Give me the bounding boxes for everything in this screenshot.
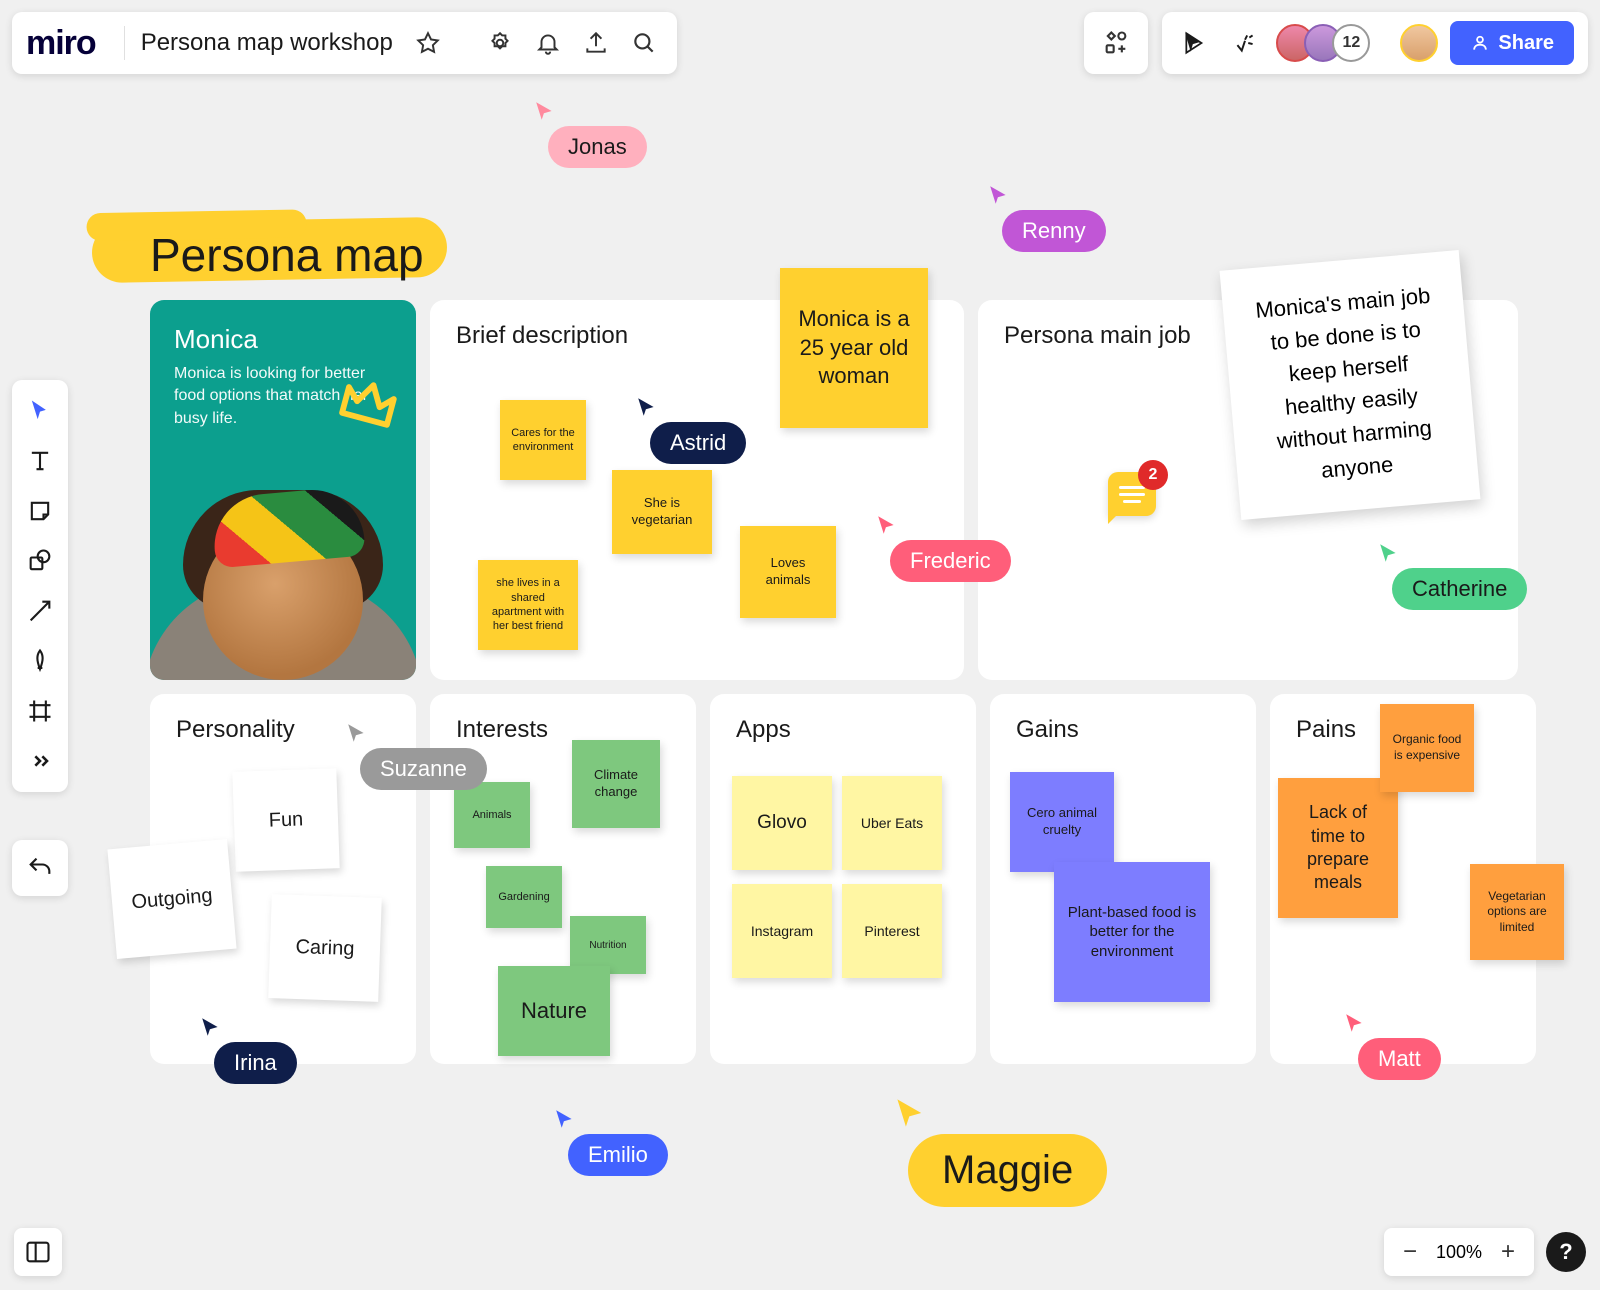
logo[interactable]: miro	[26, 24, 114, 63]
zoom-controls: − 100% +	[1384, 1228, 1534, 1276]
sticky-fun[interactable]: Fun	[232, 768, 339, 872]
sticky-int-climate[interactable]: Climate change	[572, 740, 660, 828]
more-tool[interactable]	[19, 740, 61, 782]
sticky-outgoing[interactable]: Outgoing	[107, 839, 236, 959]
apps-button[interactable]	[1084, 12, 1148, 74]
panel-toggle-button[interactable]	[14, 1228, 62, 1276]
board-heading: Persona map	[150, 228, 424, 282]
sticky-app-ig[interactable]: Instagram	[732, 884, 832, 978]
sticky-app-uber[interactable]: Uber Eats	[842, 776, 942, 870]
bell-icon[interactable]	[529, 24, 567, 62]
arrow-tool[interactable]	[19, 590, 61, 632]
sticky-animals[interactable]: Loves animals	[740, 526, 836, 618]
canvas[interactable]: Persona map Monica Monica is looking for…	[0, 0, 1600, 1290]
card-title: Gains	[990, 694, 1256, 754]
card-title: Apps	[710, 694, 976, 754]
sticky-caring[interactable]: Caring	[268, 894, 382, 1002]
cursor-renny: Renny	[988, 184, 1106, 252]
pen-tool[interactable]	[19, 640, 61, 682]
sticky-tool[interactable]	[19, 490, 61, 532]
avatar-self[interactable]	[1400, 24, 1438, 62]
header-left: miro Persona map workshop	[12, 12, 677, 74]
board-title[interactable]: Persona map workshop	[135, 29, 399, 57]
collab-block: 12 Share	[1162, 12, 1588, 74]
card-title: Personality	[150, 694, 416, 754]
sticky-app-glovo[interactable]: Glovo	[732, 776, 832, 870]
sticky-pain-veg[interactable]: Vegetarian options are limited	[1470, 864, 1564, 960]
comment-bubble[interactable]: 2	[1108, 472, 1156, 516]
settings-icon[interactable]	[481, 24, 519, 62]
header-right: 12 Share	[1084, 12, 1588, 74]
left-toolbar	[12, 380, 68, 792]
sticky-int-animals[interactable]: Animals	[454, 782, 530, 848]
star-icon[interactable]	[409, 24, 447, 62]
sticky-app-pin[interactable]: Pinterest	[842, 884, 942, 978]
divider	[124, 26, 125, 60]
frame-tool[interactable]	[19, 690, 61, 732]
sticky-gain-plant[interactable]: Plant-based food is better for the envir…	[1054, 862, 1210, 1002]
sticky-pain-time[interactable]: Lack of time to prepare meals	[1278, 778, 1398, 918]
zoom-level[interactable]: 100%	[1428, 1242, 1490, 1263]
comment-count-badge: 2	[1138, 460, 1168, 490]
share-button[interactable]: Share	[1450, 21, 1574, 65]
shape-tool[interactable]	[19, 540, 61, 582]
sticky-veg[interactable]: She is vegetarian	[612, 470, 712, 554]
avatar-count[interactable]: 12	[1332, 24, 1370, 62]
present-icon[interactable]	[1176, 24, 1214, 62]
persona-name: Monica	[150, 300, 416, 363]
select-tool[interactable]	[19, 390, 61, 432]
zoom-in-button[interactable]: +	[1490, 1234, 1526, 1270]
undo-button[interactable]	[12, 840, 68, 896]
help-button[interactable]: ?	[1546, 1232, 1586, 1272]
reactions-icon[interactable]	[1226, 24, 1264, 62]
zoom-out-button[interactable]: −	[1392, 1234, 1428, 1270]
cursor-jonas: Jonas	[534, 100, 647, 168]
sticky-apt[interactable]: she lives in a shared apartment with her…	[478, 560, 578, 650]
sticky-age[interactable]: Monica is a 25 year old woman	[780, 268, 928, 428]
export-icon[interactable]	[577, 24, 615, 62]
search-icon[interactable]	[625, 24, 663, 62]
sticky-pain-organic[interactable]: Organic food is expensive	[1380, 704, 1474, 792]
bottom-right-controls: − 100% + ?	[1384, 1228, 1586, 1276]
cursor-emilio: Emilio	[554, 1108, 668, 1176]
sticky-gain-cero[interactable]: Cero animal cruelty	[1010, 772, 1114, 872]
text-tool[interactable]	[19, 440, 61, 482]
apps-card[interactable]: Apps	[710, 694, 976, 1064]
avatar-stack[interactable]: 12	[1276, 24, 1370, 62]
cursor-maggie: Maggie	[894, 1096, 1107, 1207]
sticky-mainjob[interactable]: Monica's main job to be done is to keep …	[1220, 250, 1481, 520]
sticky-cares[interactable]: Cares for the environment	[500, 400, 586, 480]
sticky-int-nature[interactable]: Nature	[498, 966, 610, 1056]
share-label: Share	[1498, 32, 1554, 55]
persona-card[interactable]: Monica Monica is looking for better food…	[150, 300, 416, 680]
persona-photo	[150, 420, 416, 680]
sticky-int-gardening[interactable]: Gardening	[486, 866, 562, 928]
